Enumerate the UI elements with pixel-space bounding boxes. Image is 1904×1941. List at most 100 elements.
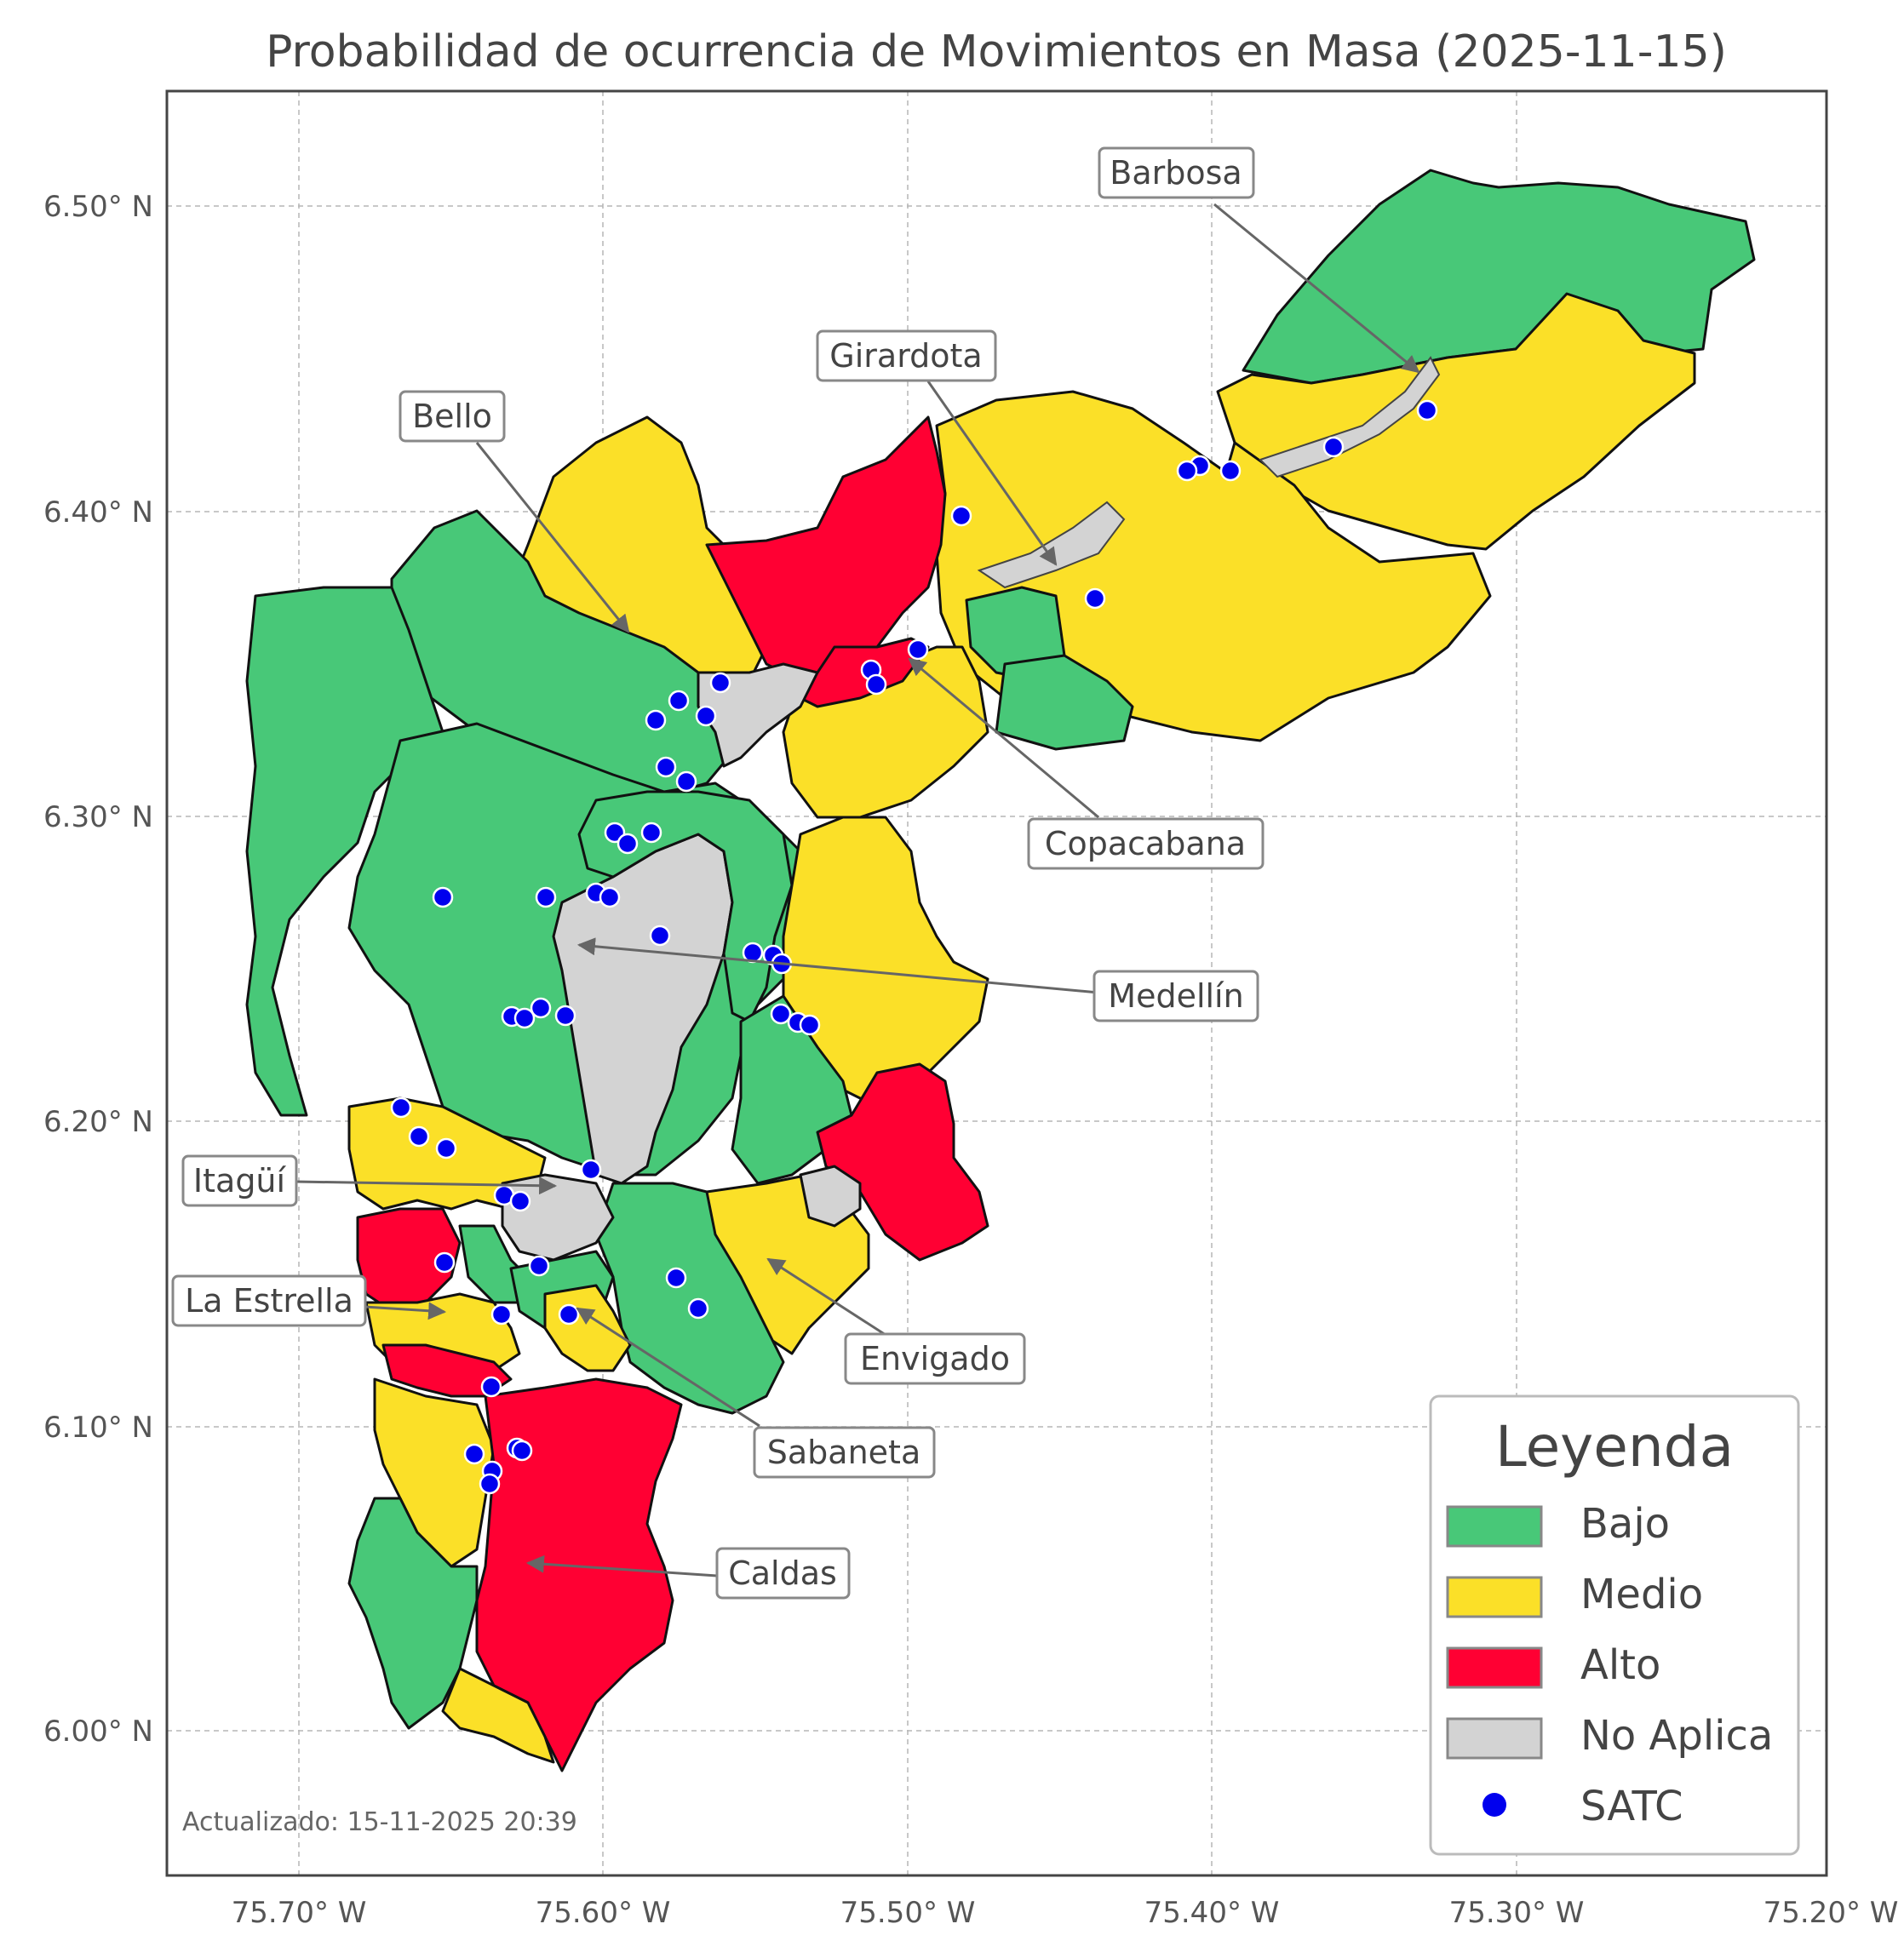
arrow-girardota (926, 381, 1058, 566)
satc-marker[interactable] (433, 1251, 456, 1274)
map-title: Probabilidad de ocurrencia de Movimiento… (266, 26, 1727, 77)
legend-title: Leyenda (1495, 1414, 1734, 1480)
satc-marker[interactable] (665, 1267, 687, 1289)
arrow-envigado (766, 1257, 886, 1337)
label-envigado[interactable]: Envigado (844, 1332, 1026, 1385)
label-text: Barbosa (1110, 154, 1242, 192)
satc-marker[interactable] (907, 638, 929, 661)
satc-marker[interactable] (528, 1255, 550, 1277)
label-text: Envigado (860, 1340, 1010, 1377)
arrow-copacabana (908, 657, 1099, 819)
satc-marker[interactable] (535, 886, 557, 908)
legend-label-noaplica: No Aplica (1580, 1712, 1773, 1760)
satc-marker[interactable] (770, 1003, 792, 1025)
label-girardota[interactable]: Girardota (816, 329, 997, 382)
arrow-sabaneta (576, 1307, 760, 1428)
map-frame (165, 89, 1828, 1877)
satc-marker[interactable] (599, 886, 621, 908)
satc-marker[interactable] (865, 673, 887, 696)
satc-marker[interactable] (554, 1005, 576, 1027)
satc-marker[interactable] (675, 770, 697, 793)
label-caldas[interactable]: Caldas (715, 1547, 851, 1600)
label-medellin[interactable]: Medellín (1093, 970, 1259, 1022)
satc-marker[interactable] (668, 690, 690, 712)
label-copacabana[interactable]: Copacabana (1027, 817, 1265, 870)
legend-label-alto: Alto (1580, 1641, 1660, 1689)
satc-marker[interactable] (530, 997, 552, 1019)
region-west-bajo (245, 586, 444, 1117)
legend-label-medio: Medio (1580, 1571, 1703, 1618)
label-text: Itagüí (193, 1162, 287, 1200)
legend-swatch-bajo (1446, 1505, 1543, 1548)
satc-marker[interactable] (649, 925, 671, 947)
region-caldas-medio (373, 1377, 496, 1568)
updated-timestamp: Actualizado: 15-11-2025 20:39 (182, 1807, 577, 1837)
x-tick-label: 75.40° W (1144, 1896, 1280, 1930)
satc-stations (390, 399, 1438, 1495)
label-text: Copacabana (1045, 825, 1246, 862)
label-sabaneta[interactable]: Sabaneta (753, 1426, 936, 1479)
region-barbosa-gris (1259, 356, 1441, 478)
satc-marker[interactable] (490, 1303, 513, 1325)
satc-marker[interactable] (513, 1007, 536, 1029)
satc-marker[interactable] (709, 672, 731, 694)
satc-marker[interactable] (435, 1137, 457, 1159)
label-text: Medellín (1108, 977, 1243, 1015)
label-bello[interactable]: Bello (399, 390, 506, 443)
satc-marker[interactable] (580, 1159, 602, 1181)
satc-marker[interactable] (640, 822, 662, 844)
satc-marker[interactable] (1084, 587, 1106, 610)
arrow-laestrella (364, 1302, 447, 1320)
satc-marker[interactable] (645, 709, 667, 731)
satc-marker[interactable] (480, 1376, 502, 1398)
label-laestrella[interactable]: La Estrella (171, 1274, 367, 1327)
y-tick-label: 6.10° N (43, 1411, 153, 1445)
legend-swatch-noaplica (1446, 1717, 1543, 1760)
satc-marker[interactable] (479, 1473, 501, 1495)
x-tick-label: 75.70° W (232, 1896, 367, 1930)
arrow-medellin (576, 937, 1099, 994)
satc-marker[interactable] (1219, 460, 1242, 482)
y-tick-label: 6.20° N (43, 1105, 153, 1139)
satc-marker[interactable] (408, 1125, 430, 1148)
map-regions (245, 169, 1756, 1772)
satc-marker[interactable] (1176, 460, 1198, 482)
arrow-bello (475, 442, 630, 633)
y-tick-label: 6.00° N (43, 1715, 153, 1749)
region-girardota-bajo-2 (995, 654, 1134, 751)
region-envigado-alto (816, 1062, 989, 1262)
label-text: Caldas (728, 1555, 837, 1592)
satc-marker[interactable] (687, 1297, 709, 1320)
label-text: Bello (412, 398, 492, 435)
satc-marker[interactable] (799, 1014, 821, 1036)
satc-marker[interactable] (1416, 399, 1438, 421)
legend-swatch-medio (1446, 1576, 1543, 1618)
arrow-caldas (525, 1555, 718, 1577)
satc-marker[interactable] (950, 505, 972, 527)
y-tick-label: 6.50° N (43, 190, 153, 224)
satc-marker[interactable] (511, 1440, 533, 1462)
satc-marker[interactable] (558, 1303, 580, 1325)
label-barbosa[interactable]: Barbosa (1098, 146, 1255, 199)
y-tick-label: 6.40° N (43, 495, 153, 530)
satc-marker[interactable] (509, 1190, 531, 1212)
x-tick-label: 75.30° W (1449, 1896, 1585, 1930)
arrow-barbosa (1213, 203, 1420, 374)
legend-label-bajo: Bajo (1580, 1500, 1670, 1548)
satc-marker[interactable] (655, 756, 677, 778)
satc-marker[interactable] (1322, 436, 1345, 458)
arrow-itagui (295, 1177, 558, 1195)
label-text: La Estrella (185, 1282, 353, 1320)
satc-marker[interactable] (432, 886, 454, 908)
region-envigado-gris (799, 1165, 862, 1228)
satc-marker[interactable] (390, 1096, 412, 1119)
satc-marker[interactable] (695, 705, 717, 727)
label-text: Sabaneta (767, 1434, 920, 1471)
satc-marker[interactable] (463, 1443, 485, 1465)
label-itagui[interactable]: Itagüí (181, 1154, 298, 1207)
legend-swatch-alto (1446, 1646, 1543, 1689)
y-tick-labels: 6.50° N 6.40° N 6.30° N 6.20° N 6.10° N … (43, 190, 153, 1749)
satc-marker[interactable] (617, 833, 639, 855)
label-text: Girardota (829, 337, 982, 375)
